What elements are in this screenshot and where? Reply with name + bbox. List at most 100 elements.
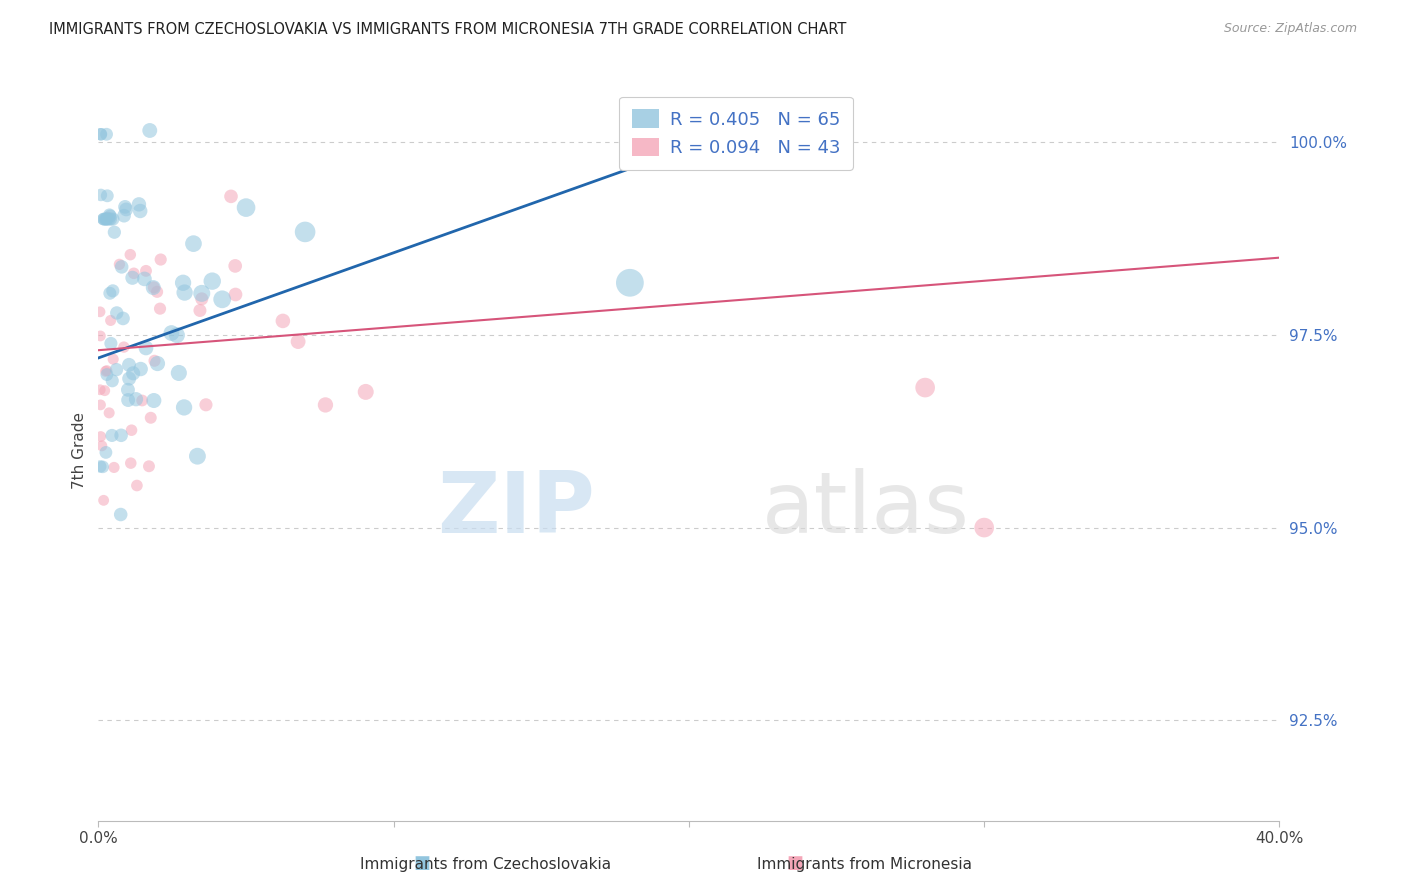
Point xyxy=(287,334,309,349)
Point xyxy=(111,311,134,326)
Point xyxy=(134,272,156,286)
Point xyxy=(125,478,148,492)
Point xyxy=(110,428,132,442)
Point xyxy=(89,329,111,343)
Point xyxy=(224,287,246,301)
Point xyxy=(93,212,115,227)
Point xyxy=(108,257,131,271)
Text: ■: ■ xyxy=(786,855,803,872)
Point xyxy=(135,264,157,278)
Point xyxy=(314,398,336,412)
Point xyxy=(121,270,143,285)
Point xyxy=(191,286,214,301)
Point xyxy=(619,276,641,290)
Point xyxy=(101,284,124,298)
Point xyxy=(96,368,118,382)
Point xyxy=(271,314,294,328)
Text: Source: ZipAtlas.com: Source: ZipAtlas.com xyxy=(1223,22,1357,36)
Point xyxy=(120,456,142,470)
Point xyxy=(224,259,246,273)
Point xyxy=(118,371,141,385)
Point xyxy=(94,364,117,378)
Point xyxy=(160,326,183,340)
Point xyxy=(149,252,172,267)
Point xyxy=(194,398,217,412)
Point xyxy=(139,123,162,137)
Text: atlas: atlas xyxy=(762,468,970,551)
Point xyxy=(139,410,162,425)
Point xyxy=(96,363,118,377)
Point xyxy=(98,208,121,222)
Point xyxy=(120,248,142,262)
Point xyxy=(117,392,139,407)
Point xyxy=(211,293,233,307)
Point xyxy=(117,383,139,397)
Point xyxy=(93,384,115,398)
Point xyxy=(105,306,128,320)
Point xyxy=(89,305,111,319)
Point xyxy=(100,212,122,227)
Point xyxy=(142,280,165,294)
Point xyxy=(121,423,143,437)
Point xyxy=(118,358,141,372)
Point xyxy=(89,398,111,412)
Point xyxy=(103,225,125,239)
Point xyxy=(96,212,118,227)
Point xyxy=(188,303,211,318)
Point xyxy=(914,381,936,395)
Point xyxy=(142,393,165,408)
Point xyxy=(166,328,188,343)
Point xyxy=(94,212,117,227)
Point xyxy=(191,292,214,306)
Point xyxy=(142,280,165,294)
Point xyxy=(122,266,145,280)
Point xyxy=(173,401,195,415)
Point xyxy=(114,200,136,214)
Point xyxy=(90,128,112,142)
Legend: R = 0.405   N = 65, R = 0.094   N = 43: R = 0.405 N = 65, R = 0.094 N = 43 xyxy=(619,96,853,169)
Point xyxy=(201,274,224,288)
Point xyxy=(101,212,124,227)
Point xyxy=(91,459,114,474)
Point xyxy=(98,406,121,420)
Point xyxy=(122,366,145,380)
Point xyxy=(100,336,122,351)
Point xyxy=(172,276,194,290)
Point xyxy=(146,285,169,299)
Point xyxy=(183,236,205,251)
Point xyxy=(93,212,115,227)
Point xyxy=(112,209,135,223)
Point xyxy=(94,212,117,227)
Text: IMMIGRANTS FROM CZECHOSLOVAKIA VS IMMIGRANTS FROM MICRONESIA 7TH GRADE CORRELATI: IMMIGRANTS FROM CZECHOSLOVAKIA VS IMMIGR… xyxy=(49,22,846,37)
Point xyxy=(186,449,208,463)
Point xyxy=(128,197,150,211)
Point xyxy=(129,204,152,219)
Point xyxy=(89,459,111,474)
Point xyxy=(90,439,112,453)
Point xyxy=(97,211,120,225)
Point xyxy=(143,353,166,368)
Point xyxy=(101,428,124,442)
Point xyxy=(101,374,124,388)
Point xyxy=(138,459,160,474)
Point xyxy=(96,212,118,227)
Point xyxy=(354,384,377,399)
Point xyxy=(149,301,172,316)
Y-axis label: 7th Grade: 7th Grade xyxy=(72,412,87,489)
Text: ZIP: ZIP xyxy=(437,468,595,551)
Point xyxy=(90,188,112,202)
Point xyxy=(93,493,115,508)
Point xyxy=(294,225,316,239)
Point xyxy=(96,188,118,202)
Point xyxy=(110,508,132,522)
Point xyxy=(96,128,118,142)
Point xyxy=(173,285,195,300)
Point xyxy=(90,128,112,142)
Point xyxy=(97,212,120,227)
Point xyxy=(90,429,112,443)
Point xyxy=(98,286,121,301)
Point xyxy=(94,445,117,459)
Point xyxy=(135,341,157,355)
Point xyxy=(111,260,134,274)
Point xyxy=(973,520,995,534)
